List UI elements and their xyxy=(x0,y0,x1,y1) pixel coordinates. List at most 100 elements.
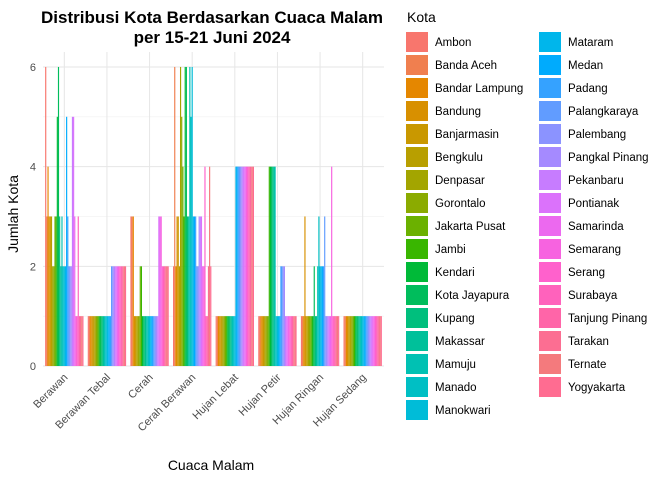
bar xyxy=(234,316,236,366)
bar xyxy=(165,266,167,366)
bar xyxy=(290,316,292,366)
bar xyxy=(48,216,50,366)
bar xyxy=(300,316,303,366)
legend-label: Kota Jayapura xyxy=(435,290,510,302)
bar xyxy=(258,316,260,366)
bar xyxy=(191,66,193,366)
bar xyxy=(199,216,201,366)
bar xyxy=(95,316,98,366)
bar xyxy=(206,316,208,366)
bar xyxy=(288,316,290,366)
legend-key xyxy=(539,170,561,190)
bar xyxy=(122,266,124,366)
bar xyxy=(327,316,329,366)
bar xyxy=(164,266,166,366)
bar xyxy=(335,316,337,366)
bar xyxy=(184,66,186,366)
bar xyxy=(138,316,140,366)
bar xyxy=(162,266,165,366)
bar xyxy=(69,266,71,366)
bar xyxy=(101,316,103,366)
y-axis-title: Jumlah Kota xyxy=(5,175,21,253)
bar xyxy=(78,316,81,366)
bars xyxy=(45,66,382,367)
bar xyxy=(88,316,91,366)
bar xyxy=(334,316,336,366)
bar xyxy=(377,316,379,366)
bar xyxy=(111,266,113,366)
legend-key xyxy=(406,285,428,305)
bar xyxy=(259,316,261,366)
bar xyxy=(319,266,321,366)
bar xyxy=(195,216,197,366)
bar xyxy=(53,266,55,366)
bar xyxy=(338,316,340,366)
bar xyxy=(115,266,117,366)
bar xyxy=(359,316,361,366)
bar xyxy=(167,266,169,366)
legend-key xyxy=(406,377,428,397)
bar xyxy=(325,316,327,366)
bar xyxy=(249,166,251,366)
bar xyxy=(193,216,196,366)
bar xyxy=(262,316,265,366)
bar xyxy=(286,316,288,366)
legend-label: Jambi xyxy=(435,244,466,256)
legend-label: Tanjung Pinang xyxy=(568,313,647,325)
legend-label: Semarang xyxy=(568,244,621,256)
bar xyxy=(230,316,232,366)
bar xyxy=(278,316,280,366)
bar xyxy=(250,166,252,366)
bar xyxy=(376,316,378,366)
chart-title: Distribusi Kota Berdasarkan Cuaca Malam xyxy=(41,8,383,27)
bar xyxy=(243,166,245,366)
legend-key xyxy=(406,55,428,75)
bar xyxy=(279,316,281,366)
bar xyxy=(97,316,99,366)
bar xyxy=(203,266,205,366)
bar xyxy=(185,66,187,366)
legend: Ambon Banda Aceh Bandar Lampung Bandung Banj… xyxy=(406,32,649,420)
bar xyxy=(143,316,145,366)
x-tick-label: Berawan xyxy=(31,372,70,411)
legend-label: Banda Aceh xyxy=(435,60,497,72)
bar xyxy=(112,266,114,366)
bar xyxy=(236,166,238,366)
bar xyxy=(302,316,304,366)
bar xyxy=(98,316,100,366)
bar xyxy=(139,266,141,366)
legend-label: Bandar Lampung xyxy=(435,83,523,95)
bar xyxy=(357,316,359,366)
bar xyxy=(207,266,210,366)
bar xyxy=(360,316,363,366)
legend-key xyxy=(539,262,561,282)
legend-key xyxy=(539,124,561,144)
bar xyxy=(190,116,192,367)
bar xyxy=(62,266,64,366)
bar xyxy=(146,316,148,366)
bar xyxy=(261,316,263,366)
bar xyxy=(76,316,78,366)
bar xyxy=(349,316,351,366)
bar xyxy=(210,266,212,366)
bar xyxy=(220,316,222,366)
bar xyxy=(77,216,79,366)
legend-label: Medan xyxy=(568,60,603,72)
bar xyxy=(244,166,246,366)
bar xyxy=(71,116,74,367)
legend-label: Bengkulu xyxy=(435,152,483,164)
bar xyxy=(151,316,153,366)
legend-key xyxy=(539,377,561,397)
legend-label: Bandung xyxy=(435,106,481,118)
bar xyxy=(81,316,83,366)
legend-key xyxy=(539,101,561,121)
bar xyxy=(348,316,350,366)
x-tick-label: Cerah xyxy=(126,372,156,402)
legend-label: Palangkaraya xyxy=(568,106,639,118)
bar xyxy=(52,266,54,366)
legend-label: Mamuju xyxy=(435,359,476,371)
bar xyxy=(137,316,139,366)
legend-key xyxy=(539,354,561,374)
bar xyxy=(153,316,155,366)
